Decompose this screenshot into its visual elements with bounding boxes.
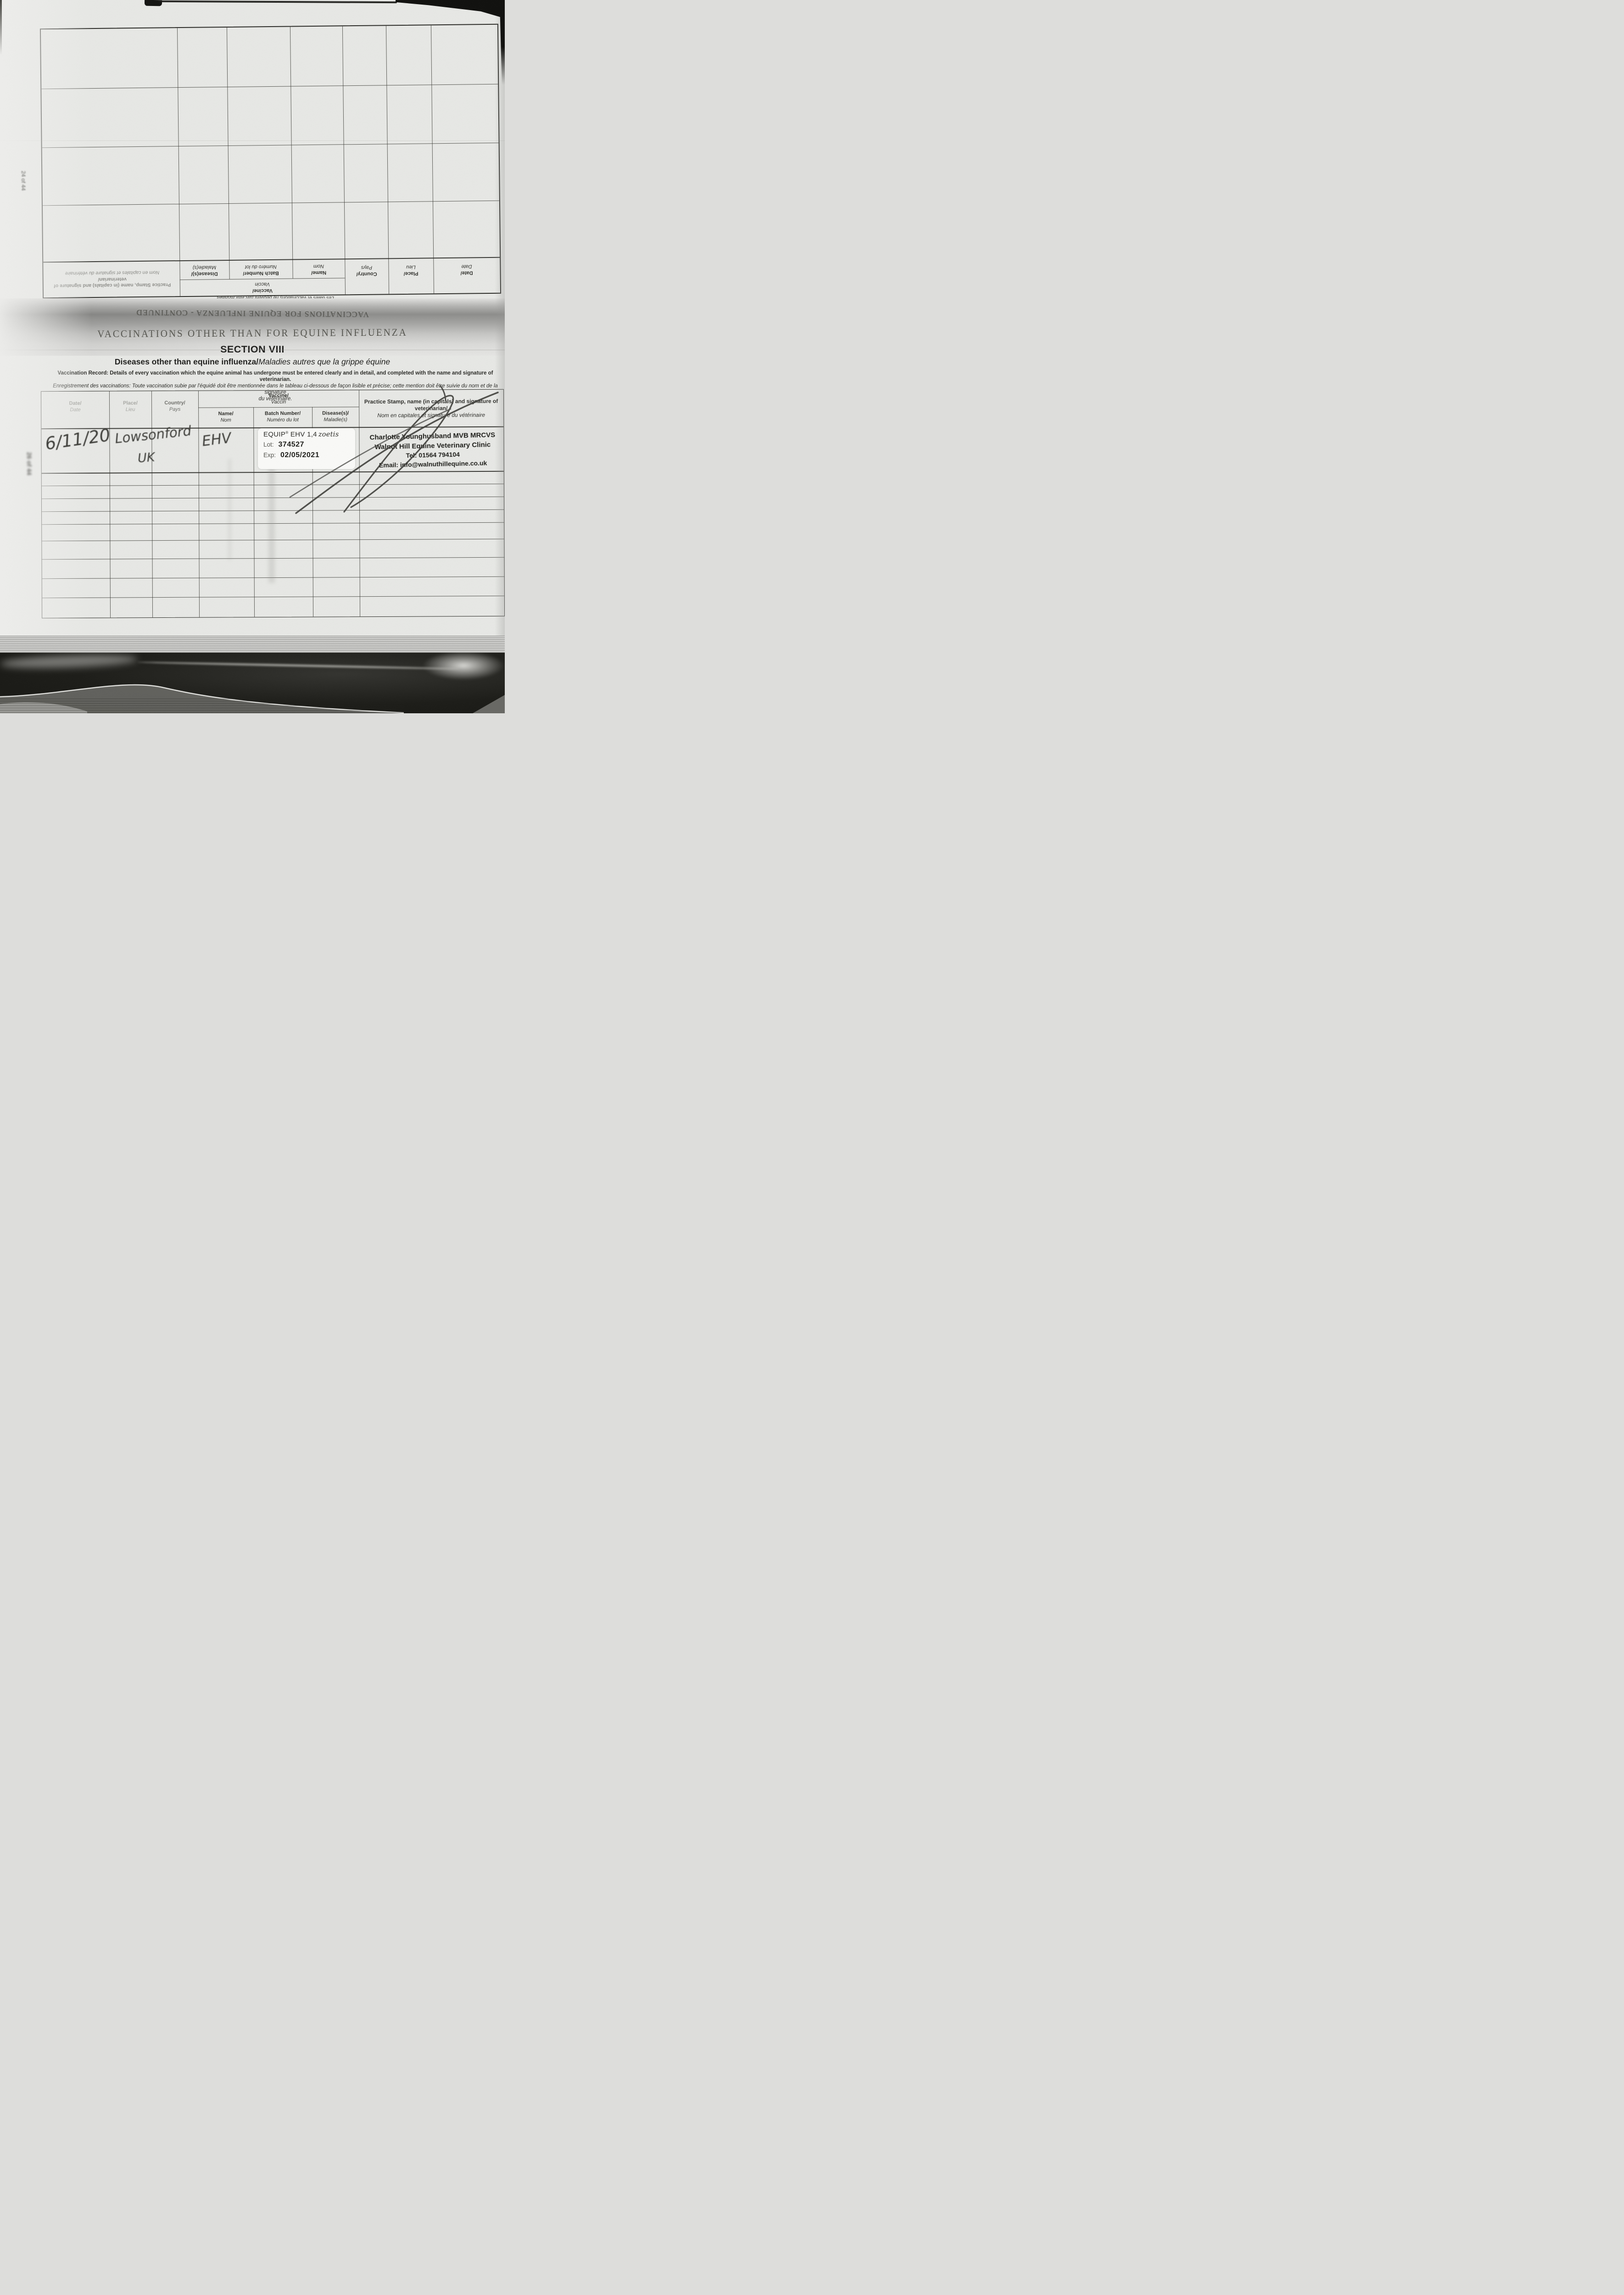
header-text: Vaccin (255, 281, 270, 287)
table-line (151, 391, 153, 618)
header-country: Country/ Pays (345, 260, 388, 280)
header-batch: Batch Number/ Numéro du lot (229, 260, 292, 279)
exp-label: Exp: (263, 452, 276, 459)
header-text: Country/ (164, 400, 185, 406)
lot-label: Lot: (263, 441, 274, 448)
header-text: Name/ (218, 411, 234, 417)
veterinarian-signature (289, 385, 499, 514)
header-vaccine-group: Vaccine/ Vaccin (180, 279, 345, 295)
header-text: Disease(s)/ (191, 270, 218, 277)
page-edge-shadow (495, 0, 505, 643)
header-text: Date (461, 263, 472, 269)
handwritten-country: UK (137, 450, 156, 466)
header-text: Country/ (356, 271, 377, 277)
header-text: Nom (220, 417, 231, 423)
header-text: Lieu (125, 407, 135, 413)
scan-artifact (0, 0, 2, 55)
scanner-streak (0, 140, 505, 141)
header-practice-stamp: Practice Stamp, name (in capitals) and s… (48, 262, 177, 296)
header-text: Date (70, 407, 81, 413)
header-text: Vaccine/ (268, 393, 289, 399)
subheading-french: Maladies autres que la grippe équine (258, 357, 391, 366)
table-line (226, 27, 230, 279)
table-line (290, 27, 293, 279)
header-country: Country/ Pays (151, 397, 198, 416)
table-line (385, 26, 390, 294)
header-name: Name/ Nom (292, 259, 345, 278)
header-text: Practice Stamp, name (in capitals) and s… (54, 281, 171, 289)
header-text: Name/ (311, 269, 327, 275)
scan-smudge (268, 459, 275, 583)
table-line (177, 28, 181, 297)
product-name: EQUIP (263, 431, 286, 438)
header-text: Vaccin (271, 399, 286, 405)
header-disease: Disease(s)/ Maladie(s) (179, 261, 229, 280)
table-line (109, 391, 111, 618)
table-line (253, 407, 255, 617)
table-line (342, 26, 346, 295)
header-text: Nom (313, 263, 324, 269)
scanner-bed-dark-region (0, 651, 505, 713)
scanline-texture (0, 699, 404, 713)
header-text: Maladie(s) (192, 264, 217, 270)
header-place: Place/ Lieu (388, 259, 433, 280)
header-text: Lieu (406, 264, 416, 270)
header-text: Nom en capitales et signature du vétérin… (65, 269, 160, 277)
header-text: Date/ (69, 401, 82, 407)
header-date: Date/ Date (433, 259, 500, 280)
intro-english: Vaccination Record: Details of every vac… (57, 370, 493, 383)
table-line (41, 84, 498, 90)
header-text: Numéro du lot (245, 263, 277, 270)
sheet-number-top: 24 of 44 (20, 171, 27, 191)
header-text: Pays (169, 406, 181, 412)
scan-artifact (396, 0, 505, 18)
header-text: Batch Number/ (243, 270, 279, 276)
header-place: Place/ Lieu (109, 397, 151, 416)
header-date: Date/ Date (41, 398, 109, 417)
scan-smudge (228, 459, 231, 560)
table-line (42, 142, 499, 148)
header-text: Pays (361, 264, 373, 270)
header-text: Place/ (403, 270, 419, 276)
continued-influenza-table: Practice Stamp, name (in capitals) and s… (39, 23, 502, 299)
scan-artifact (158, 0, 397, 4)
scanned-passport-page: Practice Stamp, name (in capitals) and s… (0, 0, 505, 713)
section-subheading: Diseases other than equine influenza/Mal… (0, 357, 505, 367)
header-text: Date/ (460, 270, 473, 276)
header-name: Name/ Nom (198, 408, 253, 427)
table-line (42, 595, 504, 599)
header-text: veterinarian/ (98, 276, 127, 282)
table-line (430, 25, 435, 294)
subheading-english: Diseases other than equine influenza/ (114, 357, 259, 366)
table-line (42, 200, 499, 206)
header-text: Vaccine/ (252, 287, 273, 294)
sheet-number-bottom: 26 of 44 (26, 452, 33, 476)
header-text: Place/ (123, 400, 138, 406)
